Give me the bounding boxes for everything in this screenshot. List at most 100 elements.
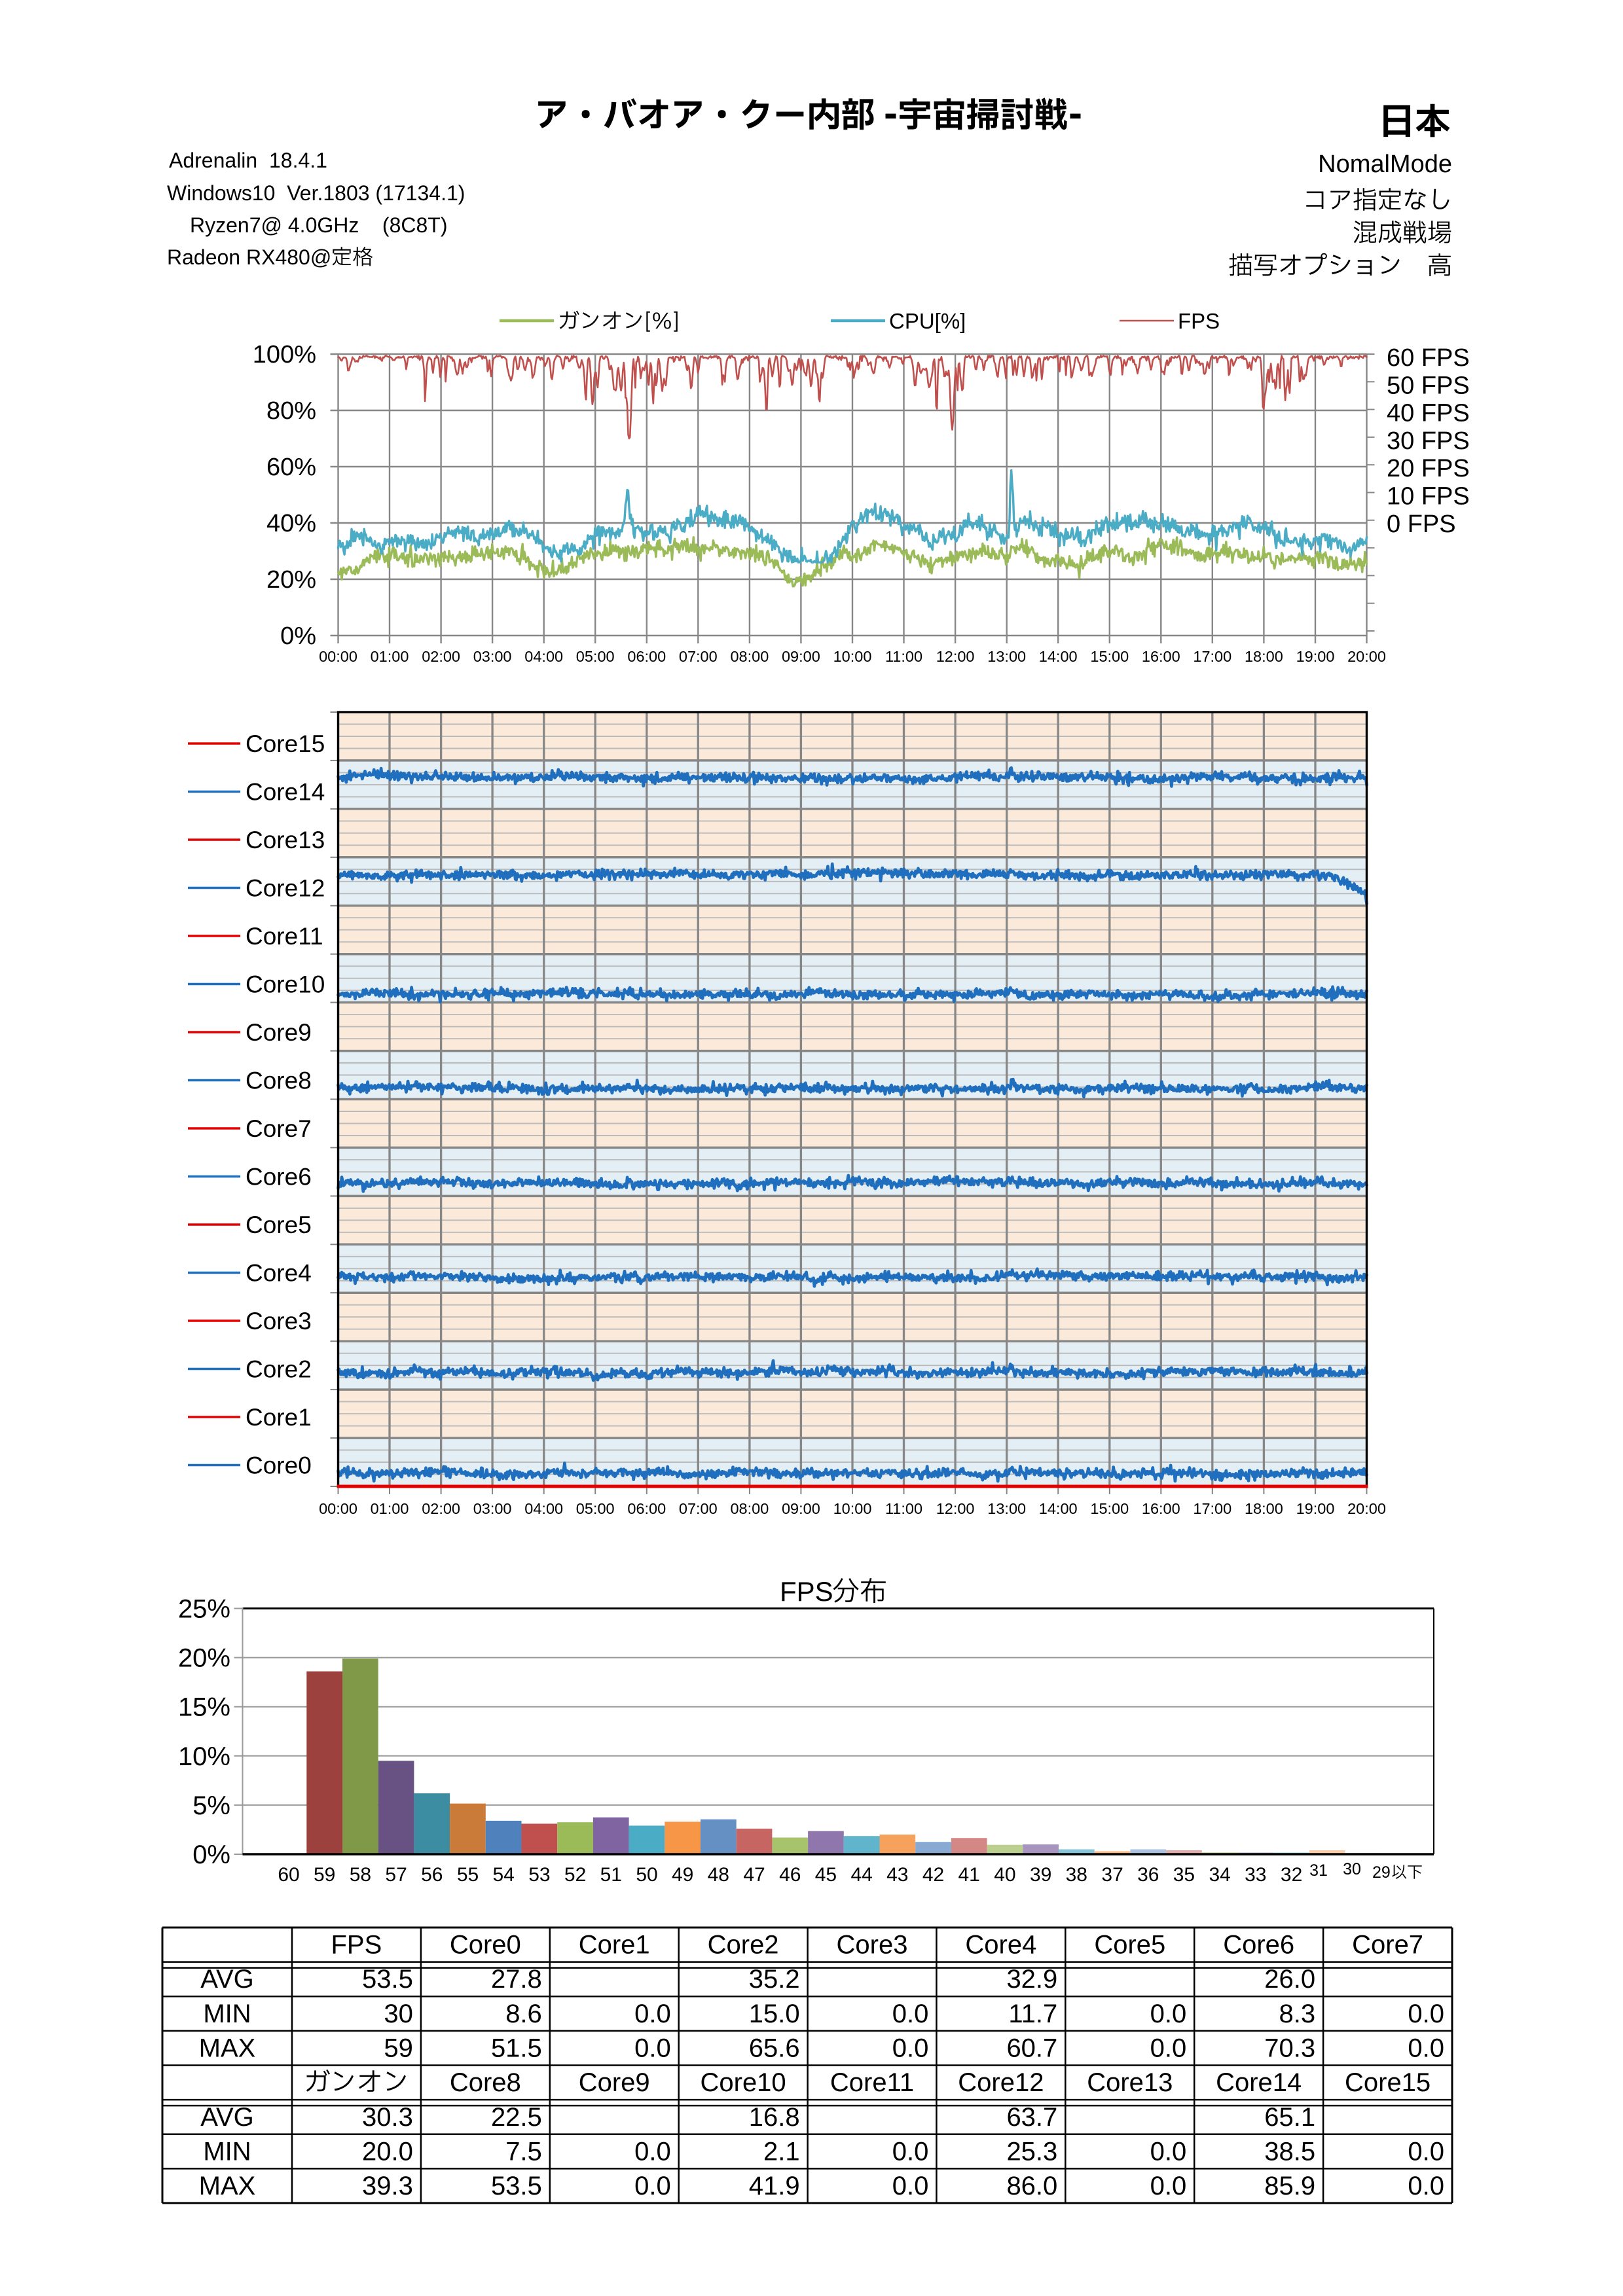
svg-text:FPS: FPS	[1178, 309, 1220, 333]
svg-text:39.3: 39.3	[362, 2172, 413, 2200]
svg-text:12:00: 12:00	[936, 1500, 975, 1517]
svg-text:01:00: 01:00	[371, 648, 409, 665]
svg-text:0.0: 0.0	[634, 2137, 671, 2166]
svg-text:0.0: 0.0	[634, 2034, 671, 2063]
svg-text:14:00: 14:00	[1039, 648, 1078, 665]
svg-text:00:00: 00:00	[319, 1500, 357, 1517]
svg-text:Core13: Core13	[1087, 2068, 1173, 2097]
svg-text:0.0: 0.0	[1150, 2137, 1187, 2166]
svg-text:Core8: Core8	[450, 2068, 521, 2097]
svg-text:30 FPS: 30 FPS	[1387, 427, 1470, 455]
svg-text:0.0: 0.0	[892, 2172, 929, 2200]
svg-text:41.9: 41.9	[749, 2172, 800, 2200]
svg-text:35: 35	[1173, 1864, 1195, 1886]
svg-text:11.7: 11.7	[1008, 2000, 1057, 2028]
svg-text:53.5: 53.5	[491, 2172, 542, 2200]
svg-text:33: 33	[1245, 1864, 1266, 1886]
svg-text:41: 41	[958, 1864, 980, 1886]
svg-text:35.2: 35.2	[749, 1965, 800, 1994]
svg-text:20.0: 20.0	[362, 2137, 413, 2166]
svg-text:Core10: Core10	[700, 2068, 786, 2097]
svg-text:15:00: 15:00	[1090, 648, 1129, 665]
svg-text:Core2: Core2	[246, 1356, 312, 1383]
svg-text:49: 49	[672, 1864, 693, 1886]
svg-text:FPS: FPS	[331, 1931, 382, 1960]
svg-text:MAX: MAX	[199, 2172, 256, 2200]
svg-text:8.3: 8.3	[1279, 2000, 1315, 2028]
svg-text:08:00: 08:00	[730, 648, 769, 665]
svg-text:Adrenalin 18.4.1: Adrenalin 18.4.1	[169, 149, 327, 172]
svg-text:16.8: 16.8	[749, 2103, 800, 2132]
svg-text:60%: 60%	[266, 454, 316, 481]
svg-text:100%: 100%	[253, 341, 316, 368]
svg-text:MIN: MIN	[203, 2000, 251, 2028]
svg-text:0.0: 0.0	[892, 2137, 929, 2166]
svg-text:60 FPS: 60 FPS	[1387, 344, 1470, 372]
svg-text:Core5: Core5	[246, 1211, 312, 1238]
svg-text:Core3: Core3	[246, 1308, 312, 1335]
svg-text:30: 30	[1343, 1860, 1361, 1878]
svg-text:20%: 20%	[178, 1644, 230, 1673]
svg-text:17:00: 17:00	[1193, 648, 1231, 665]
svg-text:Core6: Core6	[1223, 1931, 1294, 1960]
svg-text:15%: 15%	[178, 1693, 230, 1722]
svg-text:09:00: 09:00	[782, 648, 820, 665]
svg-text:53.5: 53.5	[362, 1965, 413, 1994]
svg-text:17:00: 17:00	[1193, 1500, 1231, 1517]
svg-text:0.0: 0.0	[892, 2034, 929, 2063]
svg-text:32: 32	[1281, 1864, 1302, 1886]
svg-text:Core9: Core9	[246, 1019, 312, 1046]
svg-text:58: 58	[350, 1864, 371, 1886]
svg-text:20%: 20%	[266, 566, 316, 594]
svg-text:30: 30	[384, 2000, 413, 2028]
svg-text:10:00: 10:00	[833, 648, 872, 665]
svg-text:Core9: Core9	[579, 2068, 650, 2097]
svg-text:Core10: Core10	[246, 971, 325, 998]
svg-text:0.0: 0.0	[1408, 2034, 1444, 2063]
svg-text:06:00: 06:00	[627, 648, 666, 665]
svg-text:26.0: 26.0	[1264, 1965, 1315, 1994]
svg-text:45: 45	[815, 1864, 837, 1886]
svg-text:39: 39	[1030, 1864, 1051, 1886]
svg-text:18:00: 18:00	[1245, 648, 1283, 665]
svg-text:54: 54	[493, 1864, 515, 1886]
svg-text:27.8: 27.8	[491, 1965, 542, 1994]
svg-text:06:00: 06:00	[627, 1500, 666, 1517]
svg-text:Core4: Core4	[965, 1931, 1036, 1960]
svg-text:NomalMode: NomalMode	[1318, 151, 1452, 178]
svg-text:Core14: Core14	[1216, 2068, 1302, 2097]
svg-text:Core12: Core12	[958, 2068, 1044, 2097]
svg-text:40: 40	[994, 1864, 1015, 1886]
svg-text:15.0: 15.0	[749, 2000, 800, 2028]
svg-text:12:00: 12:00	[936, 648, 975, 665]
svg-text:Core14: Core14	[246, 779, 325, 806]
svg-text:07:00: 07:00	[679, 1500, 718, 1517]
svg-text:25%: 25%	[178, 1595, 230, 1624]
svg-text:MIN: MIN	[203, 2137, 251, 2166]
svg-text:30.3: 30.3	[362, 2103, 413, 2132]
svg-text:Core5: Core5	[1094, 1931, 1165, 1960]
svg-text:20:00: 20:00	[1347, 1500, 1386, 1517]
svg-text:60.7: 60.7	[1006, 2034, 1057, 2063]
svg-text:Core4: Core4	[246, 1260, 312, 1287]
svg-text:70.3: 70.3	[1264, 2034, 1315, 2063]
svg-text:07:00: 07:00	[679, 648, 718, 665]
svg-text:CPU[%]: CPU[%]	[889, 309, 966, 333]
svg-text:Core11: Core11	[830, 2068, 914, 2097]
svg-text:51.5: 51.5	[491, 2034, 542, 2063]
svg-text:60: 60	[278, 1864, 299, 1886]
svg-text:0.0: 0.0	[1150, 2034, 1187, 2063]
svg-text:8.6: 8.6	[505, 2000, 542, 2028]
svg-text:20 FPS: 20 FPS	[1387, 455, 1470, 482]
svg-text:47: 47	[743, 1864, 765, 1886]
svg-text:Core8: Core8	[246, 1067, 312, 1094]
svg-text:86.0: 86.0	[1006, 2172, 1057, 2200]
svg-text:43: 43	[886, 1864, 908, 1886]
svg-text:2.1: 2.1	[763, 2137, 800, 2166]
svg-text:57: 57	[385, 1864, 407, 1886]
svg-text:0.0: 0.0	[634, 2000, 671, 2028]
svg-text:29: 29	[1372, 1863, 1391, 1882]
svg-text:34: 34	[1209, 1864, 1231, 1886]
svg-text:0.0: 0.0	[1408, 2172, 1444, 2200]
svg-text:50: 50	[636, 1864, 657, 1886]
